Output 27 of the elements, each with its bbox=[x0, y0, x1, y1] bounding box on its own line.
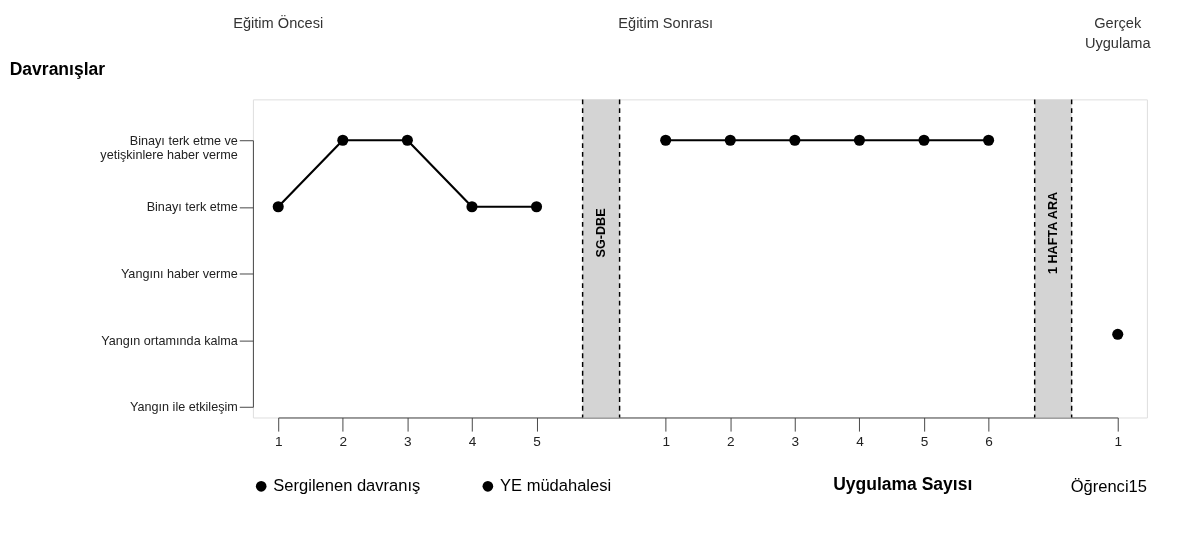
x-tick-label: 5 bbox=[533, 434, 541, 450]
x-tick-label: 4 bbox=[856, 434, 865, 450]
x-tick-label: 2 bbox=[726, 434, 735, 450]
x-tick-label: 3 bbox=[791, 434, 800, 450]
category-label: Yangını haber verme bbox=[120, 266, 238, 281]
x-tick-label: 1 bbox=[662, 434, 670, 450]
x-tick-label: 1 HAFTA ARA bbox=[1046, 191, 1061, 275]
x-tick-label: SG-DBE bbox=[594, 208, 608, 258]
x-tick-label: 6 bbox=[985, 434, 993, 450]
text: Davranışlar bbox=[9, 59, 106, 80]
x-axis-title: Uygulama Sayısı bbox=[833, 473, 973, 494]
category-label: Binayı terk etme ve yetişkinlere haber verme bbox=[100, 133, 238, 163]
legend-label: Sergilenen davranış bbox=[273, 476, 421, 496]
x-tick-label: 2 bbox=[339, 434, 348, 450]
text: Eğitim Öncesi bbox=[233, 14, 324, 32]
x-tick-label: 5 bbox=[920, 434, 929, 450]
text: Gerçek Uygulama bbox=[1084, 15, 1152, 51]
x-tick-label: 1 bbox=[274, 434, 283, 450]
category-label: Binayı terk etme bbox=[146, 200, 238, 215]
legend-label: YE müdahalesi bbox=[500, 476, 612, 496]
category-label: Yangın ile etkileşim bbox=[130, 400, 238, 415]
text: Öğrenci15 bbox=[1070, 477, 1147, 497]
text: Eğitim Sonrası bbox=[618, 15, 714, 32]
x-tick-label: 1 bbox=[1114, 434, 1123, 450]
x-tick-label: 4 bbox=[468, 434, 477, 450]
category-label: Yangın ortamında kalma bbox=[101, 333, 238, 348]
x-tick-label: 3 bbox=[404, 434, 412, 450]
